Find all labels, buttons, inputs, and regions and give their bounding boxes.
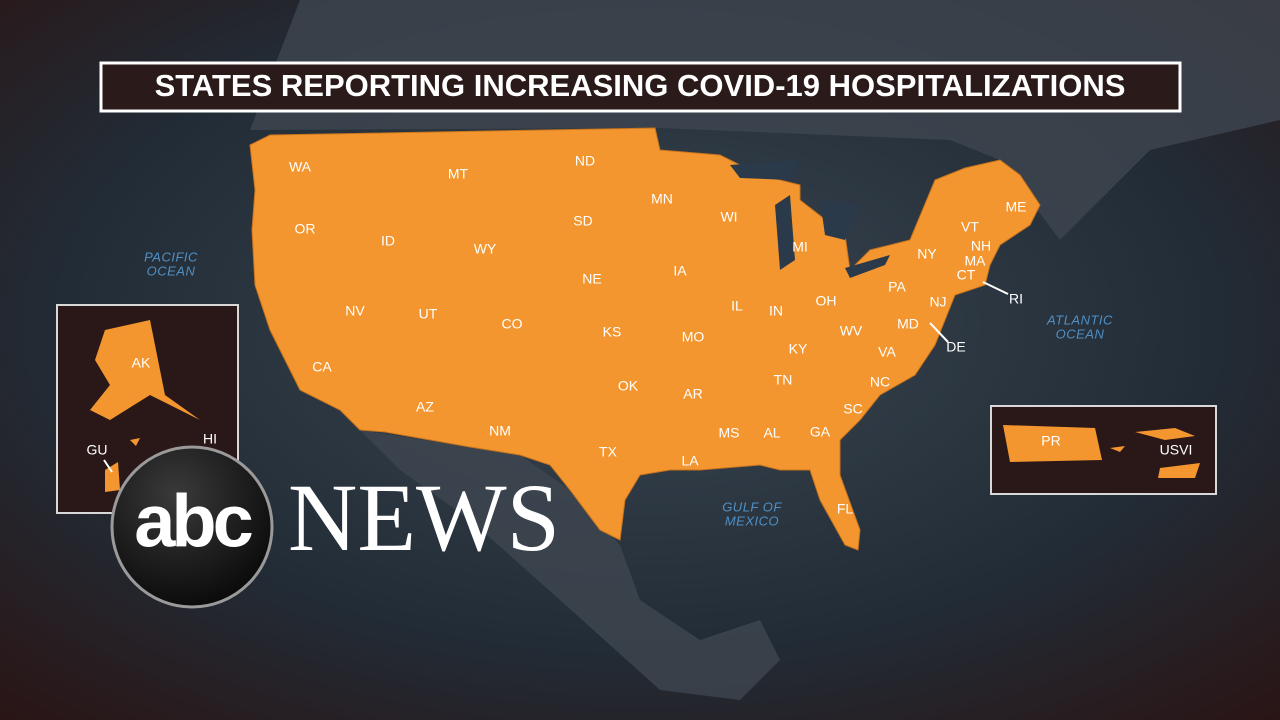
islands xyxy=(105,438,140,492)
state-label: WV xyxy=(840,323,863,339)
state-label: FL xyxy=(837,501,854,517)
logo-ball xyxy=(110,445,274,609)
state-label: VA xyxy=(878,344,896,360)
state-label: DE xyxy=(946,339,965,355)
puerto-rico xyxy=(1003,425,1102,462)
territory-label: AK xyxy=(132,355,151,371)
title: STATES REPORTING INCREASING COVID-19 HOS… xyxy=(155,68,1126,103)
state-label: ND xyxy=(575,153,595,169)
state-label: NH xyxy=(971,238,991,254)
mexico xyxy=(360,430,780,700)
state-label: NV xyxy=(345,303,365,319)
callout xyxy=(103,459,113,473)
ocean-label: ATLANTIC xyxy=(1046,312,1113,327)
territory-label: GU xyxy=(87,442,108,458)
ocean-label: OCEAN xyxy=(1056,326,1105,341)
labels: WA OR CA ID NV MT WY UT AZ CO NM ND SD NE KS OK TX MN IA MO… xyxy=(87,153,1193,529)
territory-label: PR xyxy=(1041,433,1060,449)
state-label: RI xyxy=(1009,291,1023,307)
state-label: GA xyxy=(810,424,831,440)
state-label: SC xyxy=(843,401,862,417)
state-label: OK xyxy=(618,378,639,394)
state-label: NJ xyxy=(929,294,946,310)
callout xyxy=(982,281,1009,295)
state-label: MN xyxy=(651,191,673,207)
state-label: AR xyxy=(683,386,702,402)
territory-label: HI xyxy=(203,431,217,447)
state-label: SD xyxy=(573,213,592,229)
state-label: IL xyxy=(731,298,743,314)
state-label: ME xyxy=(1006,199,1027,215)
state-label: IA xyxy=(673,263,687,279)
state-label: MD xyxy=(897,316,919,332)
state-label: NM xyxy=(489,423,511,439)
state-label: WA xyxy=(289,159,312,175)
state-label: TN xyxy=(774,372,793,388)
state-label: NC xyxy=(870,374,890,390)
state-label: AL xyxy=(763,425,780,441)
state-label: OR xyxy=(295,221,316,237)
ocean-label: PACIFIC xyxy=(144,249,198,264)
state-label: MT xyxy=(448,166,469,182)
state-label: MS xyxy=(719,425,740,441)
state-label: TX xyxy=(599,444,618,460)
logo-mark: abc xyxy=(134,480,251,563)
state-label: PA xyxy=(888,279,906,295)
state-label: NY xyxy=(917,246,937,262)
virgin-islands xyxy=(1110,428,1200,478)
state-label: KS xyxy=(603,324,622,340)
state-label: CT xyxy=(957,267,976,283)
state-label: MI xyxy=(792,239,808,255)
state-label: UT xyxy=(419,306,438,322)
alaska xyxy=(90,320,200,420)
state-label: CO xyxy=(502,316,523,332)
state-label: NE xyxy=(582,271,601,287)
callout xyxy=(929,322,949,343)
state-label: MA xyxy=(965,253,987,269)
logo-wordmark: NEWS xyxy=(288,464,560,571)
state-label: WI xyxy=(720,209,737,225)
state-label: WY xyxy=(474,241,497,257)
state-label: KY xyxy=(789,341,808,357)
ocean-label: OCEAN xyxy=(147,263,196,278)
state-label: AZ xyxy=(416,399,434,415)
state-label: LA xyxy=(681,453,699,469)
ocean-label: MEXICO xyxy=(725,513,779,528)
great-lakes xyxy=(730,160,890,278)
state-label: CA xyxy=(312,359,332,375)
state-label: VT xyxy=(961,219,979,235)
state-label: IN xyxy=(769,303,783,319)
state-label: OH xyxy=(816,293,837,309)
territory-label: USVI xyxy=(1160,442,1193,458)
state-label: MO xyxy=(682,329,705,345)
ocean-label: GULF OF xyxy=(722,499,782,514)
title-box xyxy=(99,61,1182,113)
state-label: ID xyxy=(381,233,395,249)
